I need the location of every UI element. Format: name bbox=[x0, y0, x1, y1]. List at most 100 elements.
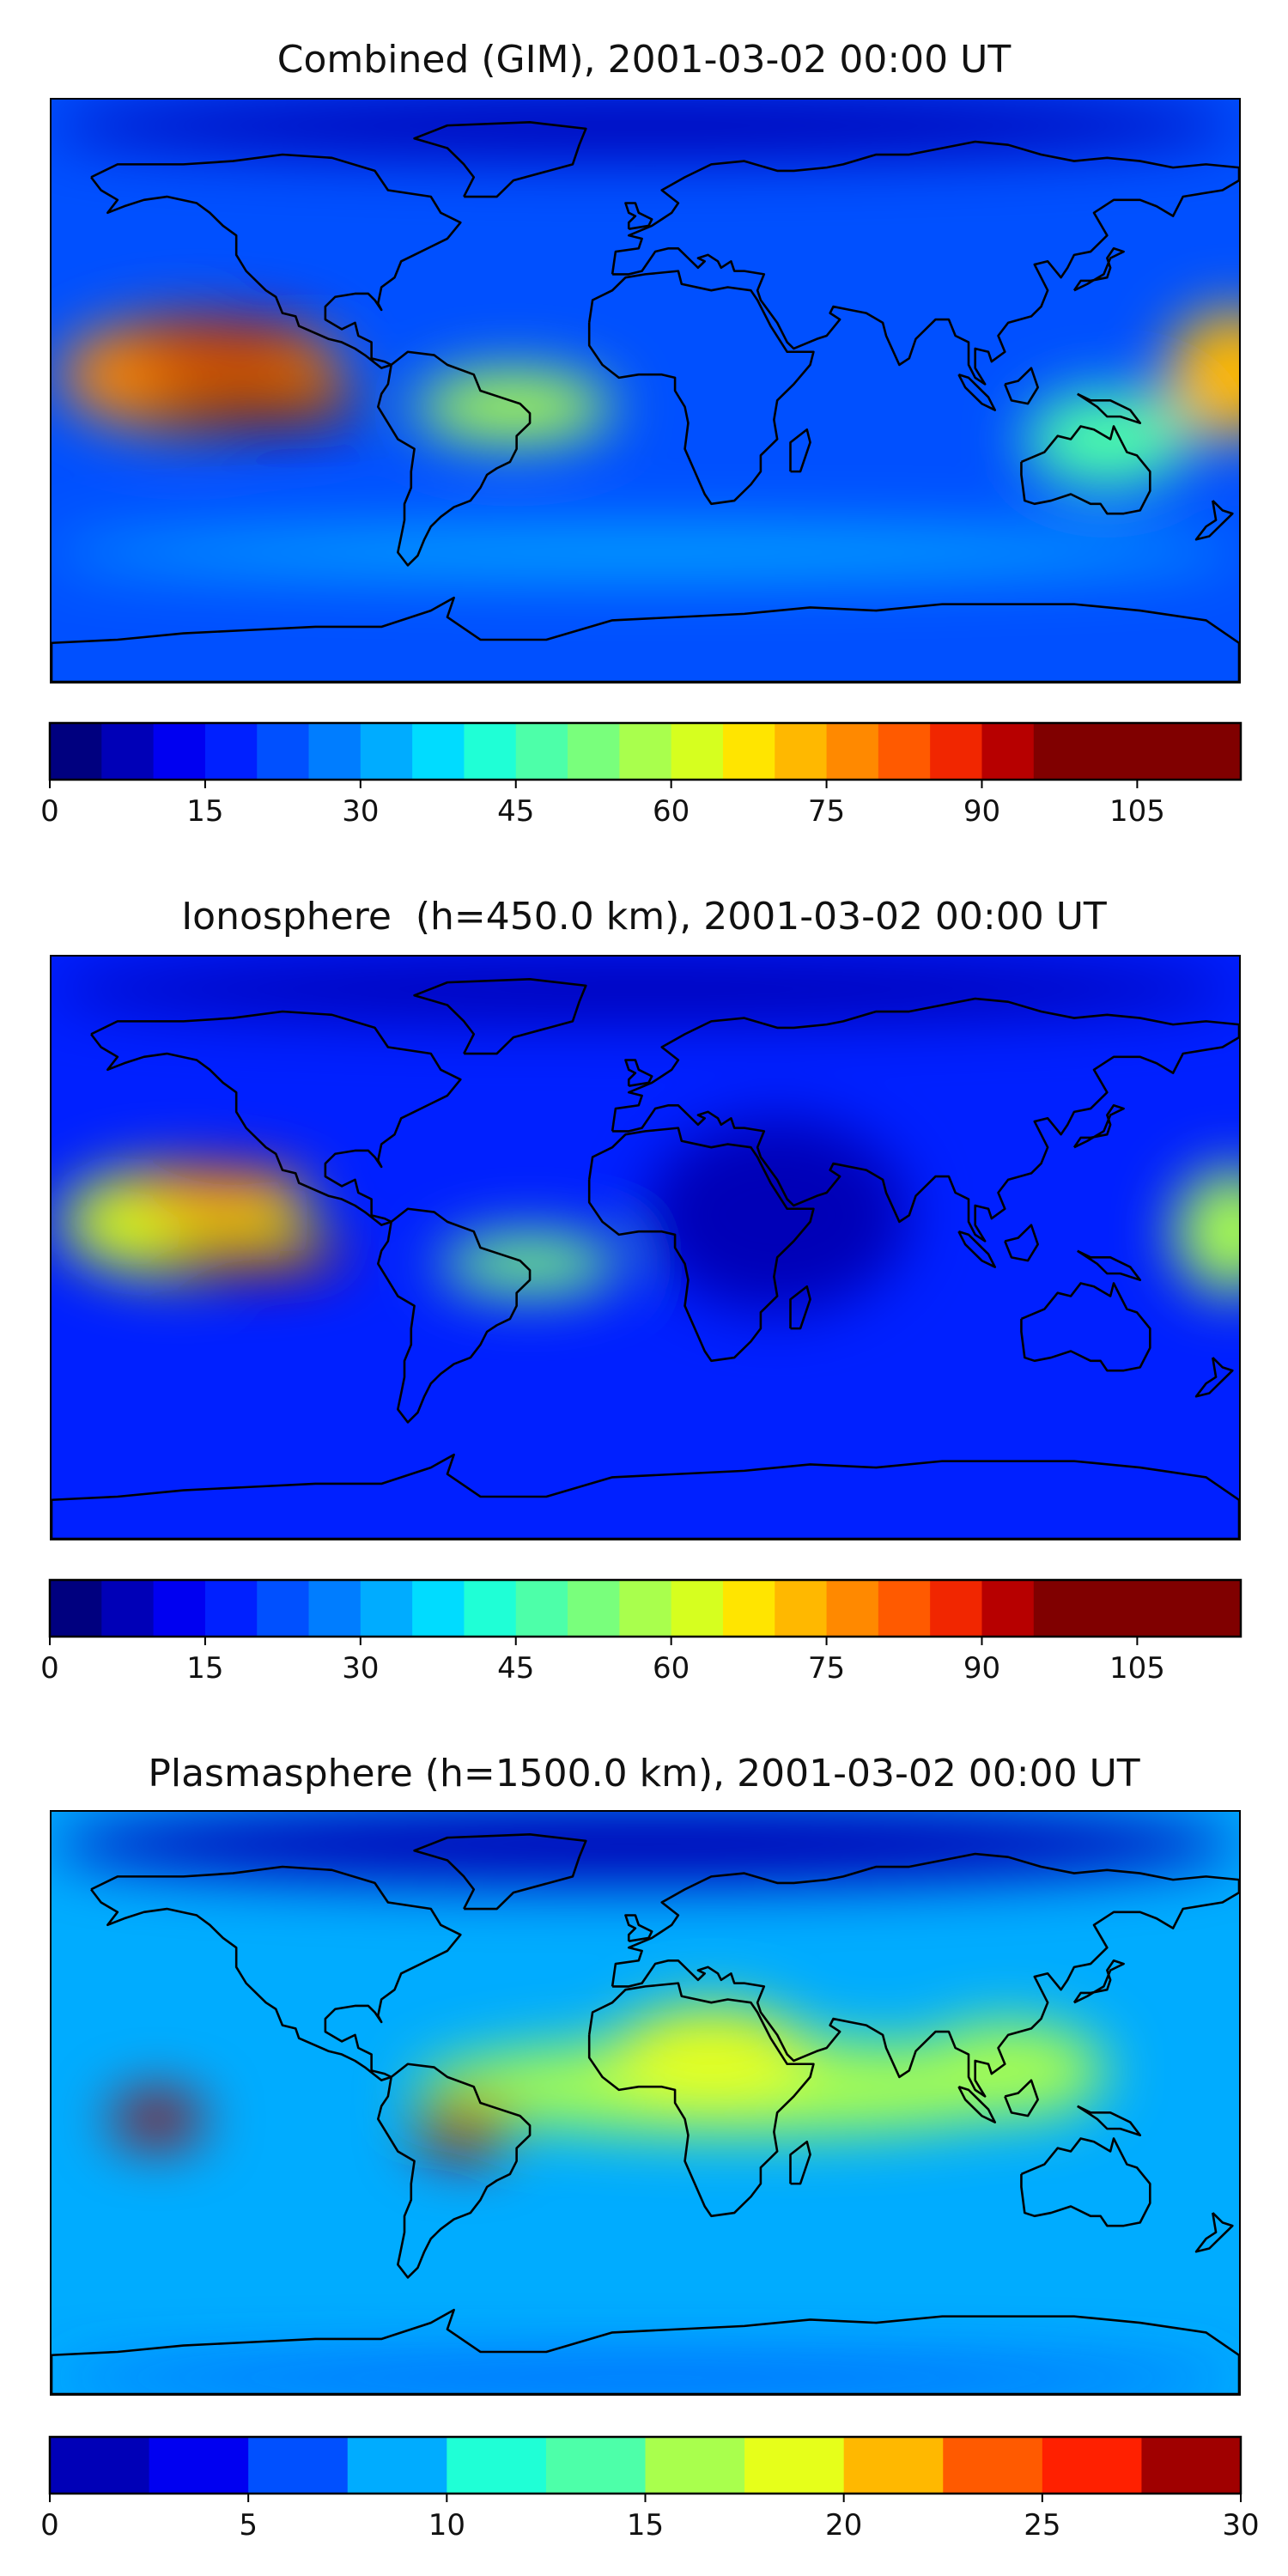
panel-3-title: Plasmasphere (h=1500.0 km), 2001-03-02 0… bbox=[148, 1752, 1140, 1795]
coastline-antarctica bbox=[52, 1453, 1239, 1539]
coastline-sumatra bbox=[957, 373, 997, 411]
colorbar-segment bbox=[360, 723, 413, 780]
colorbar-segment bbox=[1188, 723, 1242, 780]
coastline-australia bbox=[1020, 1282, 1151, 1372]
coastline-samerica bbox=[377, 350, 532, 567]
coastline-uk bbox=[624, 1914, 653, 1942]
map-svg bbox=[52, 957, 1239, 1539]
colorbar-segment bbox=[775, 723, 828, 780]
colorbar-segment bbox=[447, 2437, 547, 2494]
colorbar-segment bbox=[515, 723, 568, 780]
coastline-newzealand bbox=[1194, 500, 1234, 541]
coastline-newguinea bbox=[1077, 2105, 1142, 2136]
colorbar-segment bbox=[101, 1580, 155, 1637]
coastline-newzealand bbox=[1194, 2212, 1234, 2253]
colorbar-segment bbox=[1033, 1580, 1086, 1637]
panel-1-title: Combined (GIM), 2001-03-02 00:00 UT bbox=[276, 38, 1012, 82]
colorbar-tick-label: 75 bbox=[808, 1651, 845, 1686]
colorbar-segment bbox=[412, 1580, 465, 1637]
colorbar-segment bbox=[308, 723, 361, 780]
panel-2-title: Ionosphere (h=450.0 km), 2001-03-02 00:0… bbox=[181, 895, 1107, 939]
colorbar-tick-label: 15 bbox=[186, 794, 223, 829]
coastline-madagascar bbox=[789, 1285, 811, 1330]
colorbar-segment bbox=[1085, 723, 1138, 780]
colorbar-segment bbox=[204, 1580, 258, 1637]
colorbar-segment bbox=[412, 723, 465, 780]
colorbar-segment bbox=[308, 1580, 361, 1637]
coastline-antarctica bbox=[52, 596, 1239, 682]
coastline-madagascar bbox=[789, 2140, 811, 2185]
colorbar-segment bbox=[645, 2437, 745, 2494]
colorbar-tick-label: 0 bbox=[40, 794, 59, 829]
field-blob bbox=[125, 1168, 307, 1211]
panel-3-colorbar: 0 5 10 15 20 25 30 bbox=[40, 2435, 1260, 2543]
colorbar-border bbox=[48, 1578, 1242, 1638]
colorbar-segment bbox=[671, 723, 724, 780]
field-blob bbox=[1166, 309, 1239, 440]
colorbar-segment bbox=[930, 723, 983, 780]
field-blob bbox=[1175, 1170, 1239, 1293]
field-blob bbox=[52, 957, 1239, 1022]
colorbar-segment bbox=[153, 723, 206, 780]
colorbar-segment bbox=[775, 1580, 828, 1637]
field-blob bbox=[134, 384, 365, 430]
colorbar-tick-label: 25 bbox=[1024, 2508, 1060, 2543]
colorbar-segment bbox=[981, 723, 1035, 780]
coastline-eurasia bbox=[611, 1852, 1239, 2098]
colorbar-segment bbox=[1085, 1580, 1138, 1637]
field-blob bbox=[612, 2006, 811, 2103]
coastline-eurasia bbox=[611, 140, 1239, 386]
colorbar-tick-label: 15 bbox=[186, 1651, 223, 1686]
colorbar-segment bbox=[1137, 1580, 1190, 1637]
colorbar-tick-label: 45 bbox=[497, 794, 534, 829]
coastline-madagascar bbox=[789, 428, 811, 473]
colorbar-segment bbox=[722, 723, 775, 780]
coastline-africa bbox=[587, 270, 815, 506]
colorbar-segment bbox=[515, 1580, 568, 1637]
colorbar-tick-label: 90 bbox=[963, 794, 1000, 829]
colorbar-segment bbox=[878, 1580, 931, 1637]
colorbar-segment bbox=[257, 723, 310, 780]
colorbar-segment bbox=[545, 2437, 647, 2494]
colorbar-segment bbox=[464, 723, 517, 780]
colorbar-segment bbox=[257, 1580, 310, 1637]
colorbar-tick-label: 90 bbox=[963, 1651, 1000, 1686]
coastline-samerica bbox=[377, 2063, 532, 2279]
panel-1-map bbox=[50, 98, 1241, 683]
colorbar-segment bbox=[568, 1580, 620, 1637]
coastline-samerica bbox=[377, 1207, 532, 1424]
colorbar-segment bbox=[619, 1580, 672, 1637]
colorbar-tick-label: 30 bbox=[1222, 2508, 1259, 2543]
coastline-japan bbox=[1072, 1959, 1125, 2004]
colorbar-tick-label: 15 bbox=[627, 2508, 664, 2543]
coastline-australia bbox=[1020, 2137, 1151, 2227]
colorbar-segment bbox=[464, 1580, 517, 1637]
coastline-africa bbox=[587, 1127, 815, 1363]
colorbar-segment bbox=[347, 2437, 447, 2494]
field-blob bbox=[52, 2361, 1239, 2394]
colorbar-segment bbox=[722, 1580, 775, 1637]
panel-3-map bbox=[50, 1810, 1241, 2396]
colorbar-segment bbox=[1137, 723, 1190, 780]
colorbar-segment bbox=[619, 723, 672, 780]
colorbar-segment bbox=[50, 1580, 102, 1637]
colorbar-segment bbox=[1141, 2437, 1242, 2494]
colorbar-tick-label: 60 bbox=[653, 1651, 690, 1686]
colorbar-tick-label: 60 bbox=[653, 794, 690, 829]
coastline-australia bbox=[1020, 425, 1151, 515]
field-blob bbox=[1024, 391, 1190, 488]
colorbar-segment bbox=[878, 723, 931, 780]
coastline-sumatra bbox=[957, 1230, 997, 1268]
coastline-japan bbox=[1072, 246, 1125, 292]
field-blob bbox=[52, 1812, 1239, 1885]
colorbar-segment bbox=[981, 1580, 1035, 1637]
coastline-antarctica bbox=[52, 2308, 1239, 2394]
colorbar-segment bbox=[843, 2437, 944, 2494]
colorbar-segment bbox=[826, 1580, 879, 1637]
colorbar-segment bbox=[568, 723, 620, 780]
coastline-namerica bbox=[90, 153, 462, 369]
field-blob bbox=[150, 1234, 349, 1274]
panel-2-colorbar: 0 15 30 45 60 75 90 105 bbox=[40, 1578, 1242, 1686]
coastline-namerica bbox=[90, 1865, 462, 2081]
colorbar-segment bbox=[248, 2437, 349, 2494]
